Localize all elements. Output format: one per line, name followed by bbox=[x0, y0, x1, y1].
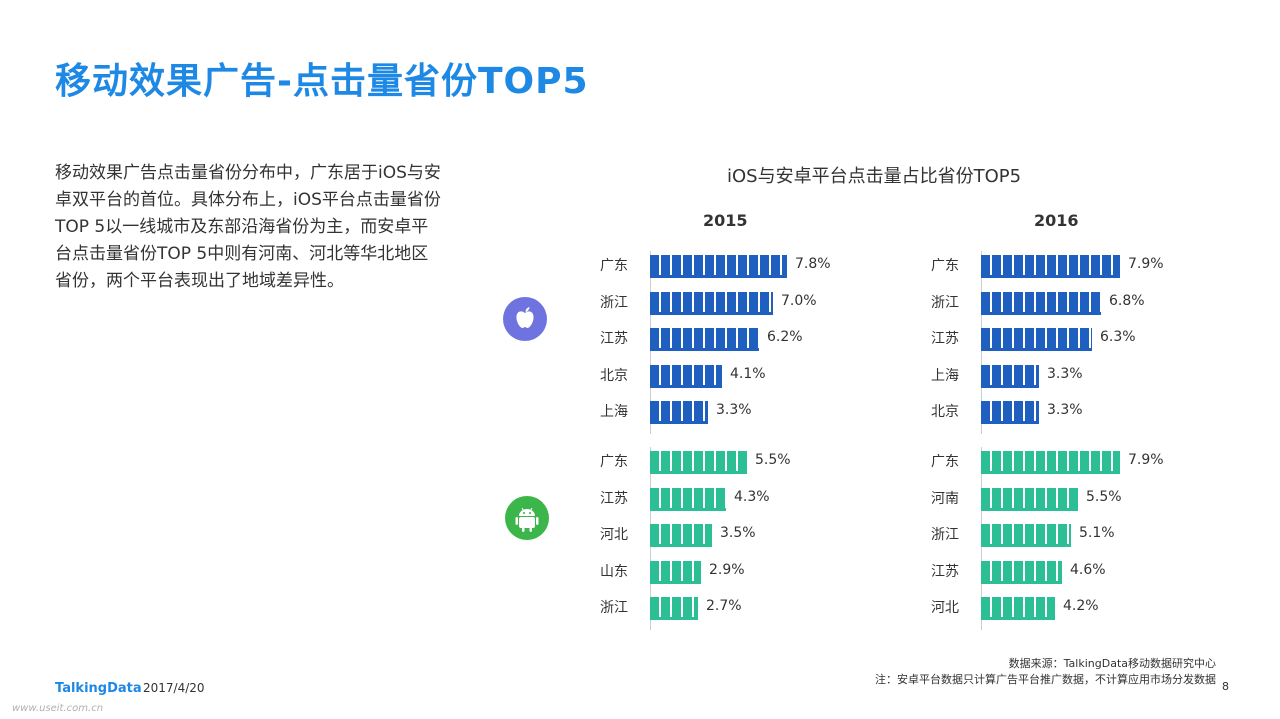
province-label: 江苏 bbox=[600, 331, 628, 347]
bar bbox=[650, 488, 726, 511]
province-label: 上海 bbox=[600, 404, 628, 420]
bar-row: 江苏 4.6% bbox=[931, 557, 1231, 584]
value-label: 6.3% bbox=[1100, 329, 1136, 345]
page-title: 移动效果广告-点击量省份TOP5 bbox=[55, 61, 589, 102]
value-label: 4.2% bbox=[1063, 598, 1099, 614]
bar-row: 广东 7.9% bbox=[931, 251, 1231, 278]
bar bbox=[650, 255, 787, 278]
province-label: 江苏 bbox=[931, 564, 959, 580]
bar bbox=[650, 401, 708, 424]
value-label: 2.9% bbox=[709, 562, 745, 578]
bar bbox=[981, 488, 1078, 511]
value-label: 7.8% bbox=[795, 256, 831, 272]
source-note: 数据来源：TalkingData移动数据研究中心 注：安卓平台数据只计算广告平台… bbox=[875, 656, 1216, 688]
bar-row: 广东 5.5% bbox=[600, 447, 900, 474]
value-label: 6.2% bbox=[767, 329, 803, 345]
value-label: 7.0% bbox=[781, 293, 817, 309]
bar-row: 上海 3.3% bbox=[931, 361, 1231, 388]
bar bbox=[650, 451, 747, 474]
value-label: 3.3% bbox=[1047, 402, 1083, 418]
bar bbox=[981, 451, 1120, 474]
value-label: 5.5% bbox=[755, 452, 791, 468]
value-label: 3.3% bbox=[716, 402, 752, 418]
bar bbox=[650, 561, 701, 584]
province-label: 浙江 bbox=[931, 295, 959, 311]
value-label: 2.7% bbox=[706, 598, 742, 614]
bar bbox=[981, 365, 1039, 388]
province-label: 浙江 bbox=[600, 600, 628, 616]
data-source: 数据来源：TalkingData移动数据研究中心 bbox=[1008, 657, 1216, 670]
bar-row: 河北 4.2% bbox=[931, 593, 1231, 620]
province-label: 江苏 bbox=[931, 331, 959, 347]
value-label: 3.3% bbox=[1047, 366, 1083, 382]
bar-row: 浙江 7.0% bbox=[600, 288, 900, 315]
footnote: 注：安卓平台数据只计算广告平台推广数据，不计算应用市场分发数据 bbox=[875, 673, 1216, 686]
bar-row: 上海 3.3% bbox=[600, 397, 900, 424]
bar bbox=[650, 292, 773, 315]
apple-icon bbox=[503, 297, 547, 341]
bar bbox=[981, 524, 1071, 547]
province-label: 河北 bbox=[931, 600, 959, 616]
bar-row: 浙江 6.8% bbox=[931, 288, 1231, 315]
year-label-2016: 2016 bbox=[1034, 211, 1079, 230]
bar-row: 河南 5.5% bbox=[931, 484, 1231, 511]
bar-row: 江苏 6.2% bbox=[600, 324, 900, 351]
province-label: 浙江 bbox=[600, 295, 628, 311]
bar bbox=[650, 328, 759, 351]
description-text: 移动效果广告点击量省份分布中，广东居于iOS与安卓双平台的首位。具体分布上，iO… bbox=[55, 163, 441, 291]
bar bbox=[981, 292, 1101, 315]
bar-row: 广东 7.8% bbox=[600, 251, 900, 278]
page-number: 8 bbox=[1222, 680, 1229, 693]
province-label: 北京 bbox=[600, 368, 628, 384]
bar bbox=[981, 401, 1039, 424]
value-label: 4.6% bbox=[1070, 562, 1106, 578]
talkingdata-logo: TalkingData bbox=[55, 681, 142, 696]
bar-row: 河北 3.5% bbox=[600, 520, 900, 547]
report-date: 2017/4/20 bbox=[143, 681, 205, 695]
bar-row: 北京 3.3% bbox=[931, 397, 1231, 424]
bar-row: 广东 7.9% bbox=[931, 447, 1231, 474]
bar-row: 江苏 4.3% bbox=[600, 484, 900, 511]
bar bbox=[981, 561, 1062, 584]
province-label: 北京 bbox=[931, 404, 959, 420]
value-label: 3.5% bbox=[720, 525, 756, 541]
value-label: 7.9% bbox=[1128, 256, 1164, 272]
bar-row: 北京 4.1% bbox=[600, 361, 900, 388]
bar bbox=[650, 597, 698, 620]
province-label: 江苏 bbox=[600, 491, 628, 507]
android-icon bbox=[505, 496, 549, 540]
bar bbox=[650, 365, 722, 388]
province-label: 河南 bbox=[931, 491, 959, 507]
value-label: 5.1% bbox=[1079, 525, 1115, 541]
province-label: 河北 bbox=[600, 527, 628, 543]
province-label: 广东 bbox=[931, 258, 959, 274]
bar-row: 浙江 2.7% bbox=[600, 593, 900, 620]
province-label: 广东 bbox=[600, 454, 628, 470]
bar bbox=[981, 597, 1055, 620]
year-label-2015: 2015 bbox=[703, 211, 748, 230]
province-label: 浙江 bbox=[931, 527, 959, 543]
bar-row: 山东 2.9% bbox=[600, 557, 900, 584]
bar-row: 江苏 6.3% bbox=[931, 324, 1231, 351]
province-label: 山东 bbox=[600, 564, 628, 580]
province-label: 上海 bbox=[931, 368, 959, 384]
value-label: 4.3% bbox=[734, 489, 770, 505]
value-label: 7.9% bbox=[1128, 452, 1164, 468]
value-label: 4.1% bbox=[730, 366, 766, 382]
bar bbox=[981, 255, 1120, 278]
value-label: 6.8% bbox=[1109, 293, 1145, 309]
chart-title: iOS与安卓平台点击量占比省份TOP5 bbox=[727, 166, 1022, 187]
province-label: 广东 bbox=[931, 454, 959, 470]
value-label: 5.5% bbox=[1086, 489, 1122, 505]
bar-row: 浙江 5.1% bbox=[931, 520, 1231, 547]
bar bbox=[981, 328, 1092, 351]
watermark: www.useit.com.cn bbox=[12, 703, 104, 714]
province-label: 广东 bbox=[600, 258, 628, 274]
bar bbox=[650, 524, 712, 547]
